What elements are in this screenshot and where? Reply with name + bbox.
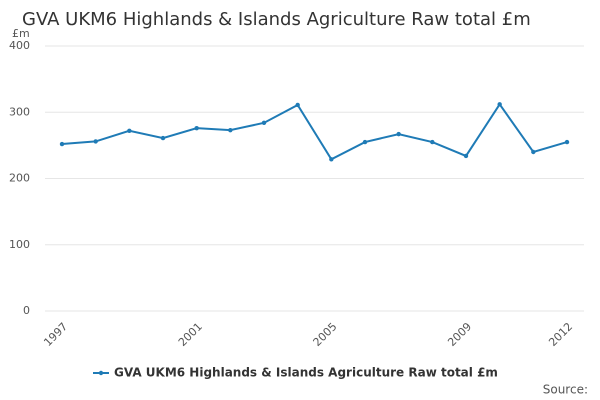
point: [93, 139, 98, 144]
x-tick-label: 2009: [445, 320, 474, 349]
legend-label: GVA UKM6 Highlands & Islands Agriculture…: [114, 366, 498, 380]
y-tick-label: 300: [9, 105, 30, 118]
source: Source:: [543, 383, 588, 397]
point: [497, 102, 502, 107]
point: [160, 135, 166, 141]
point: [531, 149, 536, 155]
point: [463, 153, 469, 159]
point: [430, 139, 435, 145]
point: [564, 139, 570, 145]
point: [329, 157, 334, 162]
line: [61, 102, 568, 161]
y-tick-label: 400: [9, 39, 30, 52]
point: [261, 120, 267, 126]
point: [396, 131, 401, 137]
chart-title: GVA UKM6 Highlands & Islands Agriculture…: [22, 9, 531, 30]
x-tick-label: 2012: [546, 320, 575, 349]
legend-marker: [98, 370, 104, 376]
point: [59, 141, 65, 147]
y-tick-label: 200: [9, 172, 30, 185]
point: [228, 127, 233, 133]
y-axis-label: £m: [12, 27, 30, 40]
point: [295, 102, 300, 108]
x-tick-label: 2001: [176, 320, 205, 349]
point: [127, 128, 132, 133]
y-tick-label: 0: [23, 304, 30, 317]
x-tick-label: 1997: [41, 320, 70, 349]
point: [362, 139, 368, 145]
point: [194, 125, 199, 131]
y-tick-label: 100: [9, 238, 30, 251]
x-tick-label: 2005: [311, 320, 340, 349]
